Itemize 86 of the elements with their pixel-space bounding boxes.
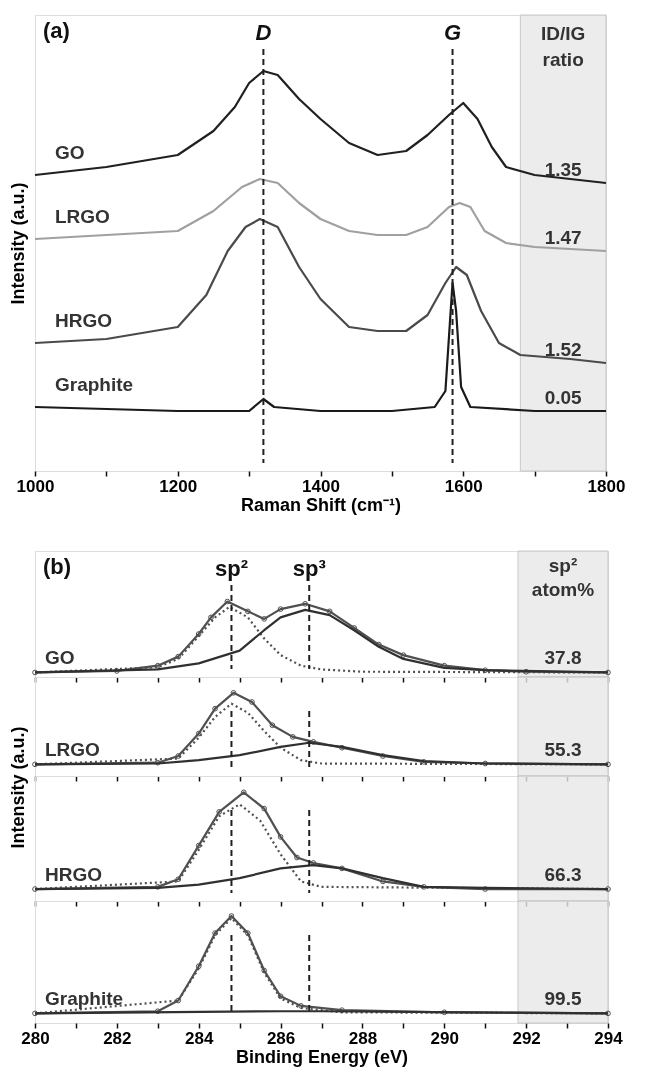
point bbox=[277, 606, 284, 612]
point bbox=[32, 761, 38, 768]
x-tick-label: 284 bbox=[185, 1028, 214, 1048]
point bbox=[195, 963, 202, 970]
x-tick-label: 292 bbox=[512, 1028, 541, 1048]
point bbox=[175, 753, 182, 759]
x-tick-label: 290 bbox=[430, 1028, 459, 1048]
text: sp² atom% bbox=[531, 555, 595, 600]
point bbox=[605, 1010, 611, 1017]
x-tick-label: 1600 bbox=[444, 476, 483, 496]
point bbox=[230, 689, 237, 696]
point bbox=[32, 1010, 38, 1017]
point bbox=[154, 1008, 161, 1015]
point bbox=[212, 705, 218, 712]
annotation: 0.05 bbox=[544, 387, 583, 408]
point bbox=[195, 631, 202, 637]
point bbox=[302, 600, 308, 607]
point bbox=[212, 930, 218, 936]
text: ID/IG ratio bbox=[541, 23, 586, 70]
ref-line-label: G bbox=[443, 20, 462, 45]
point bbox=[208, 614, 214, 621]
point bbox=[605, 761, 611, 768]
point bbox=[277, 993, 284, 1000]
annotation: LRGO bbox=[45, 739, 100, 761]
point bbox=[339, 865, 345, 872]
point bbox=[380, 878, 386, 885]
point bbox=[216, 809, 223, 815]
annotation: HRGO bbox=[45, 864, 102, 886]
series-label: LRGO bbox=[55, 206, 110, 227]
point bbox=[400, 652, 407, 658]
annotation: 1.47 bbox=[544, 227, 582, 248]
annotation: Graphite bbox=[45, 988, 124, 1010]
x-tick-label: 288 bbox=[348, 1028, 378, 1048]
point bbox=[175, 997, 182, 1004]
x-axis-title: Binding Energy (eV) bbox=[235, 1046, 409, 1067]
point bbox=[261, 616, 268, 622]
x-tick-label: 282 bbox=[103, 1028, 132, 1048]
point bbox=[244, 930, 251, 936]
x-tick-label: 286 bbox=[266, 1028, 296, 1048]
y-axis-title: Intensity (a.u.) bbox=[7, 726, 28, 849]
x-tick-label: 280 bbox=[21, 1028, 50, 1048]
point bbox=[261, 967, 268, 974]
annotation: 55.3 bbox=[544, 739, 582, 761]
ref-line-label: sp³ bbox=[292, 556, 326, 581]
series-label: HRGO bbox=[55, 310, 112, 331]
point bbox=[339, 1007, 345, 1013]
point bbox=[261, 805, 268, 812]
point bbox=[249, 699, 255, 705]
x-tick-label: 1200 bbox=[159, 476, 198, 496]
x-tick-label: 1000 bbox=[16, 476, 55, 496]
chart-title: (a) bbox=[43, 18, 70, 43]
point bbox=[195, 730, 202, 737]
ref-line-label: D bbox=[255, 20, 272, 45]
chart-title: (b) bbox=[43, 554, 72, 579]
point bbox=[240, 789, 247, 796]
point bbox=[277, 834, 284, 840]
annotation: 1.52 bbox=[544, 339, 582, 360]
annotation: 37.8 bbox=[544, 647, 582, 669]
point bbox=[605, 886, 611, 892]
point bbox=[294, 854, 300, 861]
annotation: GO bbox=[45, 647, 75, 669]
y-axis-title: Intensity (a.u.) bbox=[7, 182, 28, 305]
point bbox=[290, 734, 296, 740]
annotation: 1.35 bbox=[544, 159, 583, 180]
point bbox=[326, 608, 333, 615]
ref-line-label: sp² bbox=[214, 556, 248, 581]
point bbox=[298, 1003, 304, 1009]
point bbox=[195, 842, 202, 849]
series-label: Graphite bbox=[55, 374, 134, 395]
point bbox=[482, 886, 489, 892]
point bbox=[228, 913, 235, 919]
point bbox=[175, 876, 182, 883]
point bbox=[441, 1009, 448, 1016]
point bbox=[154, 662, 161, 669]
series-label: GO bbox=[55, 142, 85, 163]
x-axis-title: Raman Shift (cm⁻¹) bbox=[240, 494, 402, 515]
annotation: 66.3 bbox=[544, 864, 582, 886]
x-tick-label: 1400 bbox=[302, 476, 340, 496]
point bbox=[32, 886, 38, 892]
x-tick-label: 294 bbox=[594, 1028, 624, 1048]
point bbox=[269, 722, 276, 729]
point bbox=[175, 653, 182, 660]
x-tick-label: 1800 bbox=[587, 476, 626, 496]
annotation: 99.5 bbox=[544, 988, 582, 1010]
point bbox=[244, 608, 251, 615]
point bbox=[224, 598, 231, 605]
